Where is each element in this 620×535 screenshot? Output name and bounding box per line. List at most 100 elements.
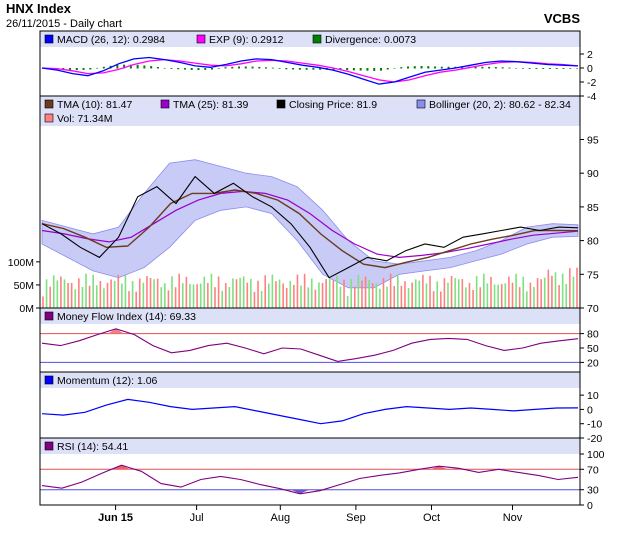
divergence-bar (535, 68, 538, 69)
divergence-bar (183, 68, 186, 70)
divergence-bar (251, 66, 254, 69)
volume-bar (561, 273, 564, 308)
x-tick-label: Jul (190, 512, 204, 524)
volume-bar (67, 283, 69, 308)
volume-bar (414, 279, 417, 308)
price-legend-label: TMA (10): 81.47 (57, 99, 132, 111)
divergence-bar (569, 68, 572, 69)
divergence-bar (548, 68, 551, 69)
volume-bar (110, 279, 112, 308)
volume-bar (536, 278, 539, 308)
volume-bar (479, 287, 482, 308)
divergence-bar (352, 68, 355, 71)
divergence-bar (488, 66, 491, 69)
volume-bar (146, 276, 148, 308)
price-legend-swatch (44, 113, 54, 123)
volume-bar (232, 278, 234, 308)
divergence-bar (62, 68, 65, 70)
volume-bar (121, 283, 123, 308)
volume-bar (307, 287, 310, 308)
volume-bar (253, 291, 256, 308)
rsi-overbought-fill (430, 466, 449, 470)
closing-price-line (41, 175, 579, 279)
momentum-axis-tick-label: -10 (587, 419, 602, 431)
volume-bar (522, 276, 525, 308)
volume-bar (350, 279, 353, 308)
divergence-bar (170, 68, 173, 69)
volume-bar (63, 279, 66, 308)
divergence-bar (96, 67, 99, 69)
price-legend-swatch (44, 99, 54, 109)
volume-bar (257, 280, 259, 308)
rsi-overbought-fill (112, 465, 131, 470)
momentum-legend-swatch (44, 375, 54, 385)
volume-bar (142, 282, 145, 308)
volume-bar (81, 287, 84, 308)
momentum-axis-tick-label: 0 (587, 404, 593, 416)
volume-bar (472, 289, 474, 308)
rsi-oversold-fill (291, 489, 310, 494)
divergence-bar (562, 68, 565, 69)
volume-bar (296, 274, 299, 308)
volume-bar (275, 281, 277, 308)
volume-bar (529, 282, 532, 308)
volume-bar (361, 280, 363, 308)
volume-bar (508, 276, 510, 308)
volume-bar (475, 276, 478, 308)
chart-title: HNX Index (6, 1, 72, 16)
x-tick-label: Nov (503, 512, 523, 524)
macd-axis-tick-label: 0 (587, 63, 593, 75)
divergence-bar (508, 67, 511, 69)
divergence-bar (102, 66, 105, 69)
volume-bar (124, 275, 127, 308)
divergence-bar (447, 66, 450, 69)
divergence-bar (312, 68, 315, 70)
volume-bar (393, 285, 396, 308)
momentum-legend-band (40, 372, 580, 388)
divergence-bar (440, 66, 443, 69)
divergence-bar (407, 66, 410, 69)
volume-bar (432, 291, 435, 308)
volume-bar (278, 279, 281, 308)
macd-line (41, 56, 579, 85)
macd-legend-swatch (44, 34, 54, 44)
volume-bar (364, 276, 367, 308)
divergence-bar (69, 68, 72, 70)
mfi-axis-tick-label: 50 (587, 343, 599, 355)
volume-bar (404, 281, 406, 308)
divergence-bar (143, 65, 146, 69)
volume-bar (293, 284, 295, 308)
rsi-border (39, 437, 581, 506)
volume-bar (375, 283, 378, 308)
divergence-bar (150, 66, 153, 69)
volume-bar (382, 278, 385, 308)
volume-bar (92, 274, 94, 308)
volume-bar (371, 283, 374, 308)
volume-bar (407, 288, 410, 308)
volume-tick-label: 50M (14, 280, 34, 292)
divergence-bar (298, 68, 301, 70)
macd-legend-swatch (196, 34, 206, 44)
macd-axis-tick-label: -2 (587, 77, 596, 89)
price-legend-label: TMA (25): 81.39 (173, 99, 248, 111)
volume-bar (443, 278, 446, 308)
rsi-axis-tick-label: 30 (587, 485, 599, 497)
divergence-bar (89, 68, 92, 70)
price-legend-label: Vol: 71.34M (57, 113, 112, 125)
divergence-bar (136, 64, 139, 69)
divergence-bar (292, 68, 295, 70)
rsi-legend-label: RSI (14): 54.41 (57, 441, 128, 453)
divergence-bar (386, 68, 389, 70)
volume-bar (221, 290, 223, 308)
volume-bar (224, 283, 227, 308)
volume-bar (576, 267, 578, 308)
volume-bar (429, 275, 431, 308)
divergence-bar (129, 64, 132, 69)
volume-bar (285, 287, 288, 308)
volume-bar (260, 291, 263, 308)
volume-bar (425, 283, 428, 308)
volume-bar (246, 282, 249, 308)
divergence-bar (379, 68, 382, 71)
volume-bar (572, 276, 575, 308)
volume-bar (196, 284, 198, 308)
